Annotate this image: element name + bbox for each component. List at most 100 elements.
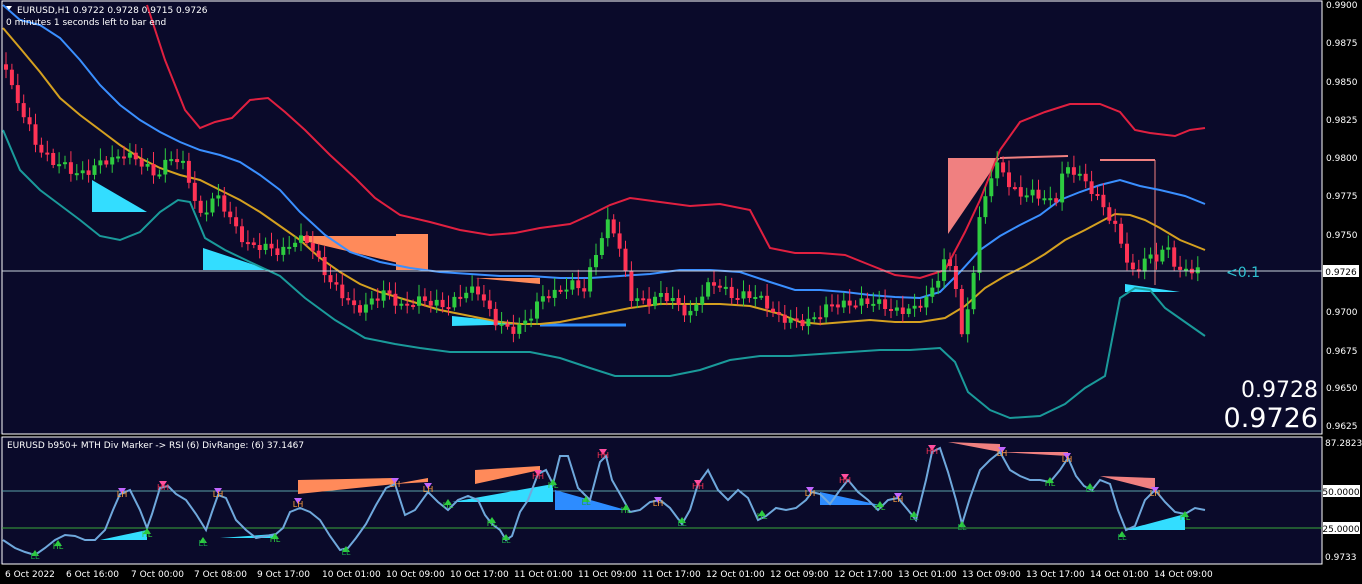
candle-body [381, 290, 386, 301]
candle-body [51, 153, 56, 165]
upper-bollinger-band [146, 4, 1206, 280]
candle-body [405, 303, 410, 306]
price-tick: 0.9900 [1326, 1, 1358, 11]
candle-body [299, 235, 303, 243]
time-tick: 7 Oct 08:00 [194, 570, 247, 580]
time-tick: 12 Oct 01:00 [706, 570, 765, 580]
candle-body [753, 297, 758, 299]
candle-body [1001, 162, 1006, 173]
time-tick: 14 Oct 01:00 [1090, 570, 1149, 580]
swing-low-arrow-icon [271, 533, 279, 539]
main-chart-area[interactable] [0, 0, 1322, 434]
chart-menu-triangle-icon[interactable] [6, 6, 12, 10]
candle-body [835, 304, 840, 308]
candle-body [1012, 187, 1017, 190]
swing-label: LL [31, 552, 40, 561]
time-axis[interactable] [0, 564, 1322, 584]
candle-body [1113, 220, 1118, 224]
candle-body [1018, 187, 1023, 197]
candle-body [1007, 172, 1011, 188]
candle-body [127, 152, 132, 158]
candle-body [1042, 198, 1047, 201]
time-tick: 6 Oct 16:00 [66, 570, 119, 580]
moving-average-fast [2, 4, 1206, 300]
candle-body [535, 301, 539, 319]
indicator-tick: 87.2823 [1325, 439, 1362, 449]
candle-body [45, 152, 50, 155]
candle-body [735, 298, 740, 300]
price-tick: 0.9875 [1326, 39, 1358, 49]
candle-body [971, 272, 976, 310]
candle-body [310, 243, 315, 251]
candle-body [599, 238, 604, 255]
swing-label: HH [839, 476, 851, 485]
candle-body [582, 288, 587, 292]
candle-body [39, 144, 44, 153]
swing-label: HL [548, 481, 559, 490]
swing-label: HL [270, 535, 281, 544]
swing-label: HL [53, 542, 64, 551]
candle-body [1119, 223, 1124, 244]
swing-label: HH [532, 472, 544, 481]
candle-body [877, 299, 882, 304]
swing-high-arrow-icon [599, 449, 607, 455]
indicator-tick: 0.9733 [1325, 553, 1357, 563]
divergence-fill [820, 492, 880, 505]
swing-label: LL [1118, 533, 1127, 542]
candle-body [216, 195, 221, 199]
candle-body [1089, 181, 1094, 194]
candle-body [1083, 173, 1088, 182]
candle-body [104, 160, 109, 165]
candle-body [440, 299, 445, 308]
candle-body [570, 280, 575, 290]
swing-low-arrow-icon [488, 517, 496, 523]
candle-body [263, 243, 268, 250]
time-tick: 13 Oct 17:00 [1026, 570, 1085, 580]
candle-body [824, 304, 829, 318]
price-tick: 0.9800 [1326, 154, 1358, 164]
candle-body [1101, 194, 1106, 208]
swing-high-arrow-icon [894, 493, 902, 499]
candle-body [647, 298, 652, 306]
swing-high-arrow-icon [928, 445, 936, 451]
divergence-fill [395, 478, 428, 484]
candle-body [363, 304, 368, 313]
candle-body [729, 286, 734, 298]
candle-body [1125, 243, 1129, 263]
divergence-fill [948, 158, 1000, 234]
indicator-tick: 50.0000 [1322, 488, 1359, 498]
candle-body [741, 291, 746, 299]
candle-body [894, 307, 899, 311]
candle-body [900, 307, 905, 314]
candle-body [458, 296, 463, 299]
candle-body [588, 267, 593, 292]
candle-body [411, 305, 416, 307]
candle-body [983, 196, 988, 218]
candle-body [629, 271, 634, 301]
swing-low-arrow-icon [1086, 483, 1094, 489]
swing-low-arrow-icon [876, 501, 884, 507]
candle-body [930, 287, 935, 297]
swing-high-arrow-icon [159, 481, 167, 487]
candle-body [865, 298, 870, 304]
time-tick: 14 Oct 09:00 [1154, 570, 1213, 580]
candle-body [251, 242, 256, 245]
candle-body [959, 289, 964, 335]
candle-body [98, 160, 103, 166]
candle-body [594, 255, 598, 268]
price-tick: 0.9750 [1326, 231, 1358, 241]
candle-body [369, 298, 374, 305]
swing-label: LH [213, 490, 223, 499]
candle-body [322, 257, 327, 276]
candle-body [1071, 167, 1076, 175]
swing-label: LL [678, 519, 687, 528]
candle-body [74, 173, 79, 176]
candle-body [181, 160, 185, 163]
candle-body [139, 159, 144, 167]
time-tick: 12 Oct 17:00 [834, 570, 893, 580]
candle-body [476, 286, 480, 295]
swing-markers: LH HH LH LH LH LH HH HH HH LH LH HH LH HH LH LH LH HL LL HL… [31, 445, 1191, 561]
candle-body [352, 300, 357, 306]
candle-body [517, 324, 522, 334]
